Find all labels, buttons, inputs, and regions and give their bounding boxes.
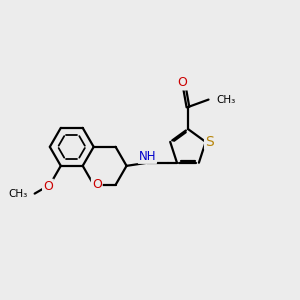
Text: S: S bbox=[205, 135, 214, 149]
Text: CH₃: CH₃ bbox=[8, 189, 27, 199]
Text: O: O bbox=[92, 178, 102, 191]
Text: O: O bbox=[43, 180, 53, 193]
Text: NH: NH bbox=[139, 150, 156, 163]
Text: O: O bbox=[177, 76, 187, 89]
Text: CH₃: CH₃ bbox=[217, 94, 236, 105]
